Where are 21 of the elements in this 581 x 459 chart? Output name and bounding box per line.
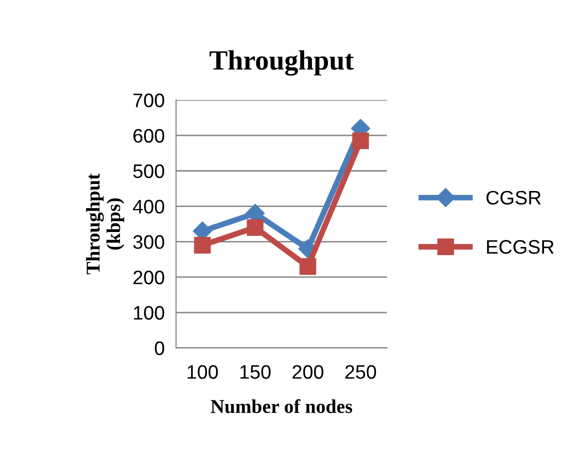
y-tick-label: 400: [132, 200, 164, 214]
y-tick-label: 500: [133, 164, 164, 178]
x-axis-title: Number of nodes: [210, 399, 352, 414]
y-axis-title: Throughput (kbps): [86, 173, 124, 274]
point: [300, 258, 316, 275]
y-tick-label: 700: [133, 94, 164, 108]
chart-title: Throughput: [210, 50, 354, 76]
point: [194, 236, 211, 254]
legend-label: ECGSR: [487, 240, 554, 254]
legend-label: CGSR: [486, 190, 541, 205]
x-tick-label: 250: [345, 365, 376, 379]
point: [246, 219, 264, 236]
y-tick-label: 200: [133, 270, 164, 284]
point: [352, 132, 369, 150]
y-tick-label: 300: [133, 235, 164, 249]
y-tick-label: 600: [133, 128, 164, 143]
y-tick-label: 100: [134, 306, 164, 320]
x-tick-label: 100: [188, 365, 218, 379]
y-tick-label: 0: [154, 341, 164, 356]
x-tick-label: 150: [240, 365, 271, 379]
x-tick-label: 200: [292, 365, 324, 379]
